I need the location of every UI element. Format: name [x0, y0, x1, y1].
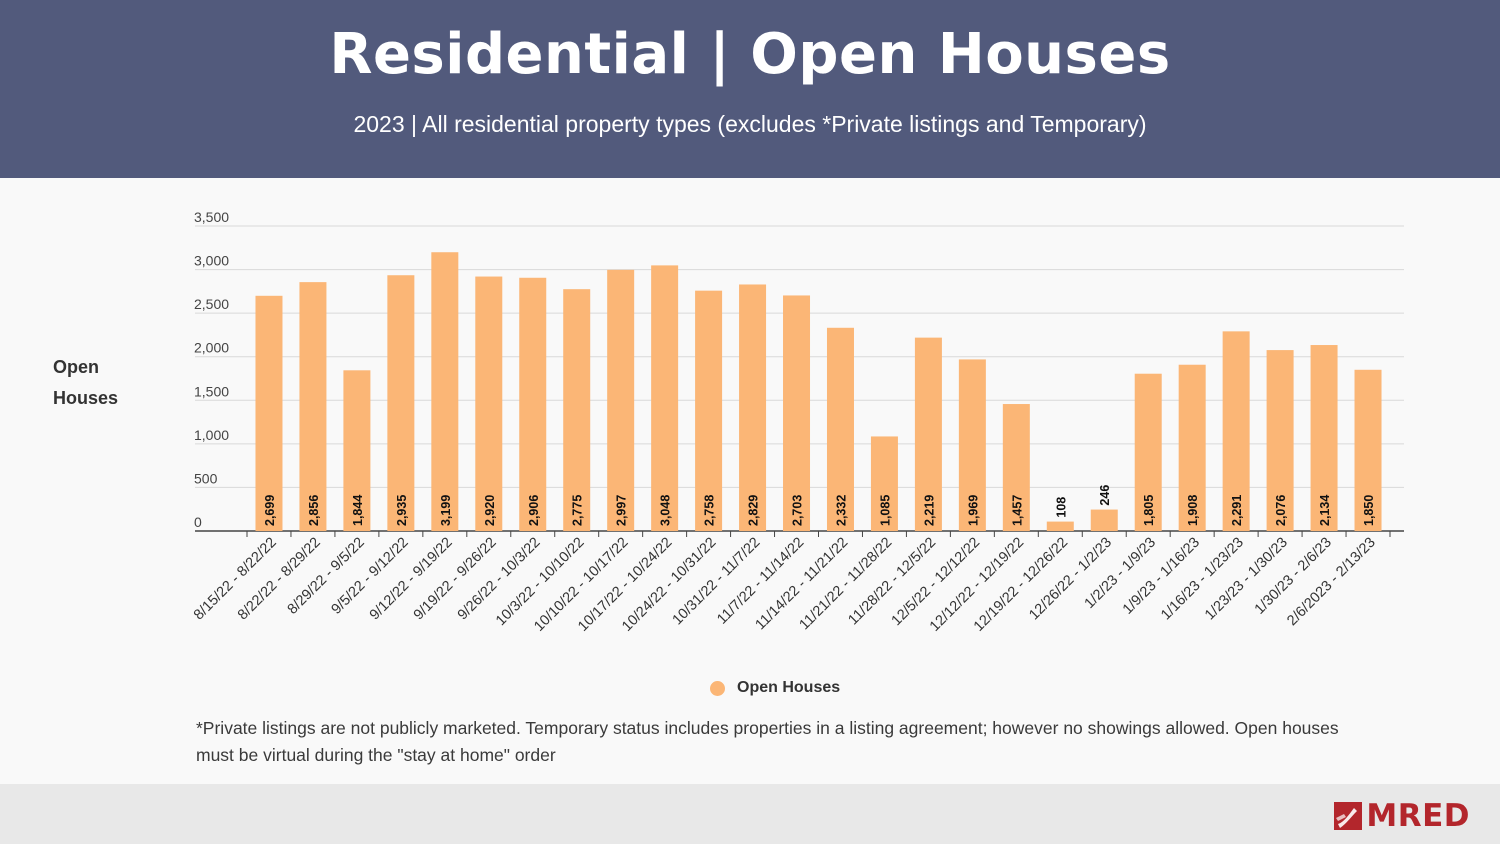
x-tick-label: 1/16/23 - 1/23/23	[1158, 535, 1247, 624]
x-tick-label: 1/23/23 - 1/30/23	[1202, 535, 1291, 624]
y-tick-label: 3,500	[194, 209, 229, 225]
data-label: 2,920	[483, 495, 497, 526]
data-label: 1,969	[966, 495, 980, 526]
x-tick-label: 9/12/22 - 9/19/22	[367, 535, 456, 624]
x-tick-label: 8/29/22 - 9/5/22	[285, 535, 368, 618]
data-label: 2,758	[703, 495, 717, 526]
bar[interactable]	[739, 284, 767, 531]
bar[interactable]	[475, 276, 503, 531]
bar[interactable]	[563, 289, 591, 531]
data-label: 2,076	[1274, 495, 1288, 526]
y-axis-title: Open Houses	[53, 352, 143, 414]
y-tick-label: 1,000	[194, 427, 229, 443]
data-label: 1,805	[1142, 495, 1156, 526]
data-label: 2,291	[1230, 495, 1244, 526]
bar[interactable]	[1354, 369, 1382, 531]
mred-logo: MRED	[1334, 798, 1470, 834]
data-label: 2,935	[395, 495, 409, 526]
bar[interactable]	[651, 265, 679, 531]
footnote: *Private listings are not publicly marke…	[196, 718, 1339, 765]
data-label: 1,085	[878, 495, 892, 526]
bar[interactable]	[1046, 521, 1074, 531]
bar[interactable]	[607, 269, 635, 531]
bar[interactable]	[299, 282, 327, 531]
data-label: 2,856	[307, 495, 321, 526]
x-tick-label: 8/15/22 - 8/22/22	[191, 535, 280, 624]
y-tick-label: 2,500	[194, 296, 229, 312]
bar[interactable]	[343, 370, 371, 531]
y-tick-label: 2,000	[194, 340, 229, 356]
bar[interactable]	[387, 275, 415, 531]
data-label: 1,844	[351, 495, 365, 526]
chart-legend[interactable]: Open Houses	[710, 679, 840, 697]
x-tick-label: 1/30/23 - 2/6/23	[1252, 535, 1335, 618]
bar[interactable]	[1134, 373, 1162, 531]
x-tick-label: 1/9/23 - 1/16/23	[1120, 535, 1203, 618]
mred-logo-text: MRED	[1366, 798, 1470, 834]
header-banner: Residential | Open Houses 2023 | All res…	[0, 0, 1500, 178]
x-tick-label: 12/26/22 - 1/2/23	[1026, 535, 1115, 624]
data-label: 1,850	[1362, 495, 1376, 526]
data-label: 2,699	[263, 495, 277, 526]
data-label: 2,775	[571, 495, 585, 526]
data-label: 1,908	[1186, 495, 1200, 526]
data-label: 2,332	[834, 495, 848, 526]
bar[interactable]	[958, 359, 986, 531]
bar[interactable]	[1002, 404, 1030, 531]
bar[interactable]	[826, 327, 854, 531]
bar[interactable]	[431, 252, 459, 532]
x-tick-label: 9/26/22 - 10/3/22	[455, 535, 544, 624]
y-tick-label: 500	[194, 470, 218, 486]
y-axis-title-line-2: Houses	[53, 388, 119, 408]
bar[interactable]	[695, 290, 723, 531]
data-label: 1,457	[1010, 495, 1024, 526]
legend-swatch	[710, 680, 725, 696]
y-tick-label: 1,500	[194, 383, 229, 399]
data-label: 246	[1098, 485, 1112, 506]
page-title: Residential | Open Houses	[329, 22, 1171, 87]
page-subtitle: 2023 | All residential property types (e…	[353, 111, 1147, 137]
data-label: 3,048	[659, 495, 673, 526]
y-tick-label: 3,000	[194, 253, 229, 269]
x-tick-label: 9/5/22 - 9/12/22	[329, 535, 412, 618]
data-label: 2,219	[922, 495, 936, 526]
data-label: 2,134	[1318, 495, 1332, 526]
bar[interactable]	[1090, 509, 1118, 531]
bar[interactable]	[1266, 350, 1294, 531]
bar[interactable]	[914, 337, 942, 531]
data-label: 3,199	[439, 495, 453, 526]
data-label: 2,906	[527, 495, 541, 526]
x-tick-label: 8/22/22 - 8/29/22	[235, 535, 324, 624]
bar[interactable]	[255, 295, 283, 531]
data-label: 2,997	[615, 495, 629, 526]
data-label: 2,829	[747, 495, 761, 526]
bar[interactable]	[1310, 345, 1338, 531]
data-label: 108	[1054, 497, 1068, 518]
x-tick-label: 9/19/22 - 9/26/22	[411, 535, 500, 624]
bar[interactable]	[870, 436, 898, 531]
bar[interactable]	[1222, 331, 1250, 531]
bar[interactable]	[783, 295, 811, 531]
bar[interactable]	[1178, 364, 1206, 531]
mred-logo-mark-icon	[1334, 802, 1363, 830]
data-label: 2,703	[791, 495, 805, 526]
y-axis-title-line-1: Open	[53, 357, 100, 377]
legend-label: Open Houses	[737, 679, 841, 696]
open-houses-bar-chart: 0 500 1,000 1,500 2,000 2,500 3,000 3,500 2,699 8…	[191, 209, 1404, 635]
y-tick-label: 0	[194, 514, 202, 530]
footer-bar	[0, 784, 1500, 844]
bar[interactable]	[519, 277, 547, 531]
